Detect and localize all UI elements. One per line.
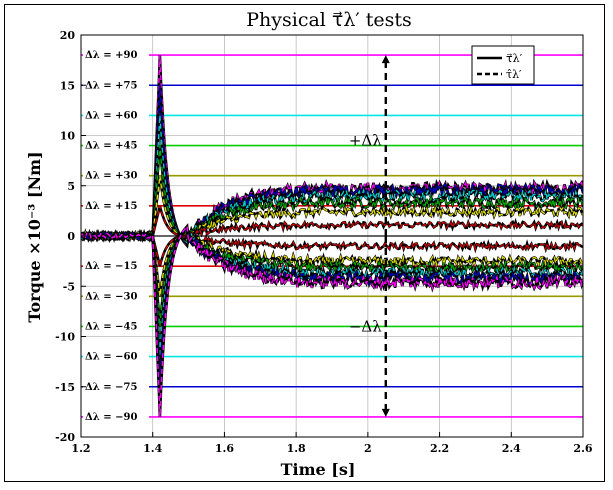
series-line-estimated: [81, 85, 583, 246]
reference-label-box: [83, 197, 149, 212]
legend-label: τ̂λ′: [506, 68, 522, 81]
y-tick-label: 0: [67, 230, 75, 243]
y-tick-label: 20: [60, 29, 76, 42]
reference-label-box: [83, 167, 149, 182]
series-line-estimated: [81, 205, 583, 241]
reference-label-box: [83, 137, 149, 152]
y-tick-label: 15: [60, 79, 75, 92]
y-axis-title: Torque ×10⁻³ [Nm]: [25, 151, 44, 322]
series-line-estimated: [81, 231, 583, 267]
y-tick-label: -5: [63, 280, 75, 293]
reference-label: Δλ = −60: [85, 352, 137, 363]
x-tick-label: 1.6: [215, 442, 234, 455]
reference-label-box: [83, 77, 149, 92]
reference-label: Δλ = +60: [85, 110, 137, 121]
legend-label: τ⃗λ′: [506, 52, 523, 65]
series-line-estimated: [81, 145, 583, 242]
reference-label-box: [83, 408, 149, 423]
y-tick-label: -20: [55, 431, 75, 444]
plot-area: Δλ = +90 Δλ = +75 Δλ = +60 Δλ = +45 Δλ = +30…: [55, 29, 593, 455]
x-tick-label: 1.8: [287, 442, 306, 455]
reference-label-box: [83, 258, 149, 273]
y-tick-label: -15: [55, 381, 75, 394]
reference-label-box: [83, 318, 149, 333]
annotation-label: −Δλ: [349, 317, 382, 335]
legend-box: [471, 45, 535, 85]
series-line-estimated: [81, 55, 583, 248]
series-line-estimated: [81, 230, 583, 327]
series-line-estimated: [81, 175, 583, 241]
reference-label: Δλ = +45: [85, 141, 137, 152]
y-tick-label: -10: [55, 331, 75, 344]
chart-title: Physical τ⃗λ′ tests: [246, 9, 412, 31]
reference-label-box: [83, 348, 149, 363]
reference-label: Δλ = −45: [85, 321, 137, 332]
arrow-down-head: [381, 408, 390, 417]
reference-label: Δλ = +30: [85, 171, 137, 182]
x-axis-title: Time [s]: [281, 460, 356, 479]
reference-label: Δλ = −75: [85, 382, 137, 393]
series-line-estimated: [81, 224, 583, 417]
reference-label-box: [83, 378, 149, 393]
x-tick-label: 2.4: [502, 442, 521, 455]
reference-label: Δλ = −15: [85, 261, 137, 272]
reference-label: Δλ = −90: [85, 412, 137, 423]
reference-label: Δλ = +75: [85, 80, 137, 91]
reference-label-box: [83, 288, 149, 303]
reference-label: Δλ = +15: [85, 201, 137, 212]
reference-label-box: [83, 47, 149, 62]
y-tick-label: 10: [60, 130, 76, 143]
y-tick-label: 5: [67, 180, 75, 193]
reference-label-box: [83, 107, 149, 122]
x-tick-label: 2: [364, 442, 372, 455]
series-line-estimated: [81, 230, 583, 297]
arrow-up-head: [381, 55, 390, 64]
series-group: [81, 55, 583, 417]
series-line-estimated: [81, 228, 583, 357]
x-tick-label: 2.2: [430, 442, 449, 455]
x-tick-label: 2.6: [573, 442, 592, 455]
annotation-label: +Δλ: [349, 132, 382, 150]
reference-label: Δλ = +90: [85, 50, 137, 61]
x-tick-label: 1.4: [143, 442, 162, 455]
x-tick-label: 1.2: [71, 442, 90, 455]
reference-label: Δλ = −30: [85, 291, 137, 302]
